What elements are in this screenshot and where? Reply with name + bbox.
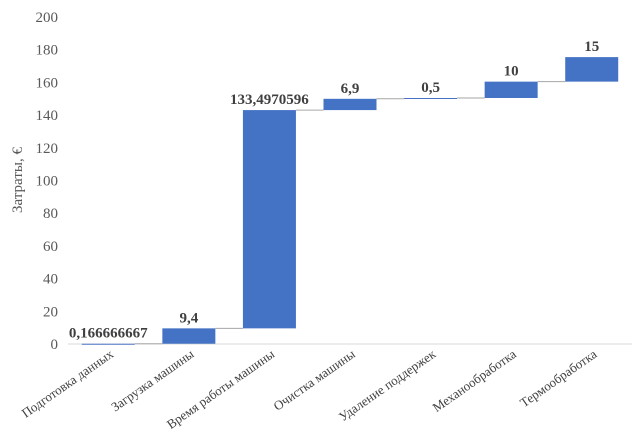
y-tick-label: 120 — [36, 141, 59, 157]
y-tick-label: 140 — [36, 108, 59, 124]
y-tick-label: 80 — [43, 206, 58, 222]
category-label: Термообработка — [517, 346, 600, 410]
bar — [162, 328, 216, 344]
y-tick-label: 20 — [43, 304, 58, 320]
bar — [565, 57, 619, 82]
y-tick-label: 0 — [51, 337, 59, 353]
data-label: 133,4970596 — [230, 92, 309, 108]
y-tick-label: 160 — [36, 75, 59, 91]
bars — [81, 57, 619, 345]
category-label: Загрузка машины — [108, 346, 197, 414]
bar — [404, 97, 458, 99]
data-label: 0,166666667 — [69, 326, 148, 342]
bar — [484, 81, 538, 98]
y-tick-label: 180 — [36, 43, 59, 59]
category-label: Подготовка данных — [19, 346, 117, 421]
y-tick-label: 40 — [43, 272, 58, 288]
y-axis-title: Затраты, € — [10, 147, 26, 213]
data-label: 6,9 — [341, 81, 360, 97]
data-label: 0,5 — [421, 80, 440, 96]
category-label: Механообработка — [430, 346, 519, 415]
bar — [323, 98, 377, 111]
y-axis-ticks: 0 20 40 60 80 100 120 140 160 180 200 — [36, 10, 59, 353]
bar — [242, 110, 296, 329]
data-labels: 0,166666667 9,4 133,4970596 6,9 0,5 10 15 — [69, 39, 599, 342]
y-tick-label: 200 — [36, 10, 59, 26]
y-tick-label: 100 — [36, 174, 59, 190]
data-label: 15 — [584, 39, 599, 55]
connector-lines — [134, 81, 566, 345]
bar — [81, 343, 135, 345]
data-label: 10 — [504, 64, 519, 80]
category-label: Очистка машины — [270, 346, 357, 414]
y-tick-label: 60 — [43, 239, 58, 255]
data-label: 9,4 — [179, 310, 198, 326]
